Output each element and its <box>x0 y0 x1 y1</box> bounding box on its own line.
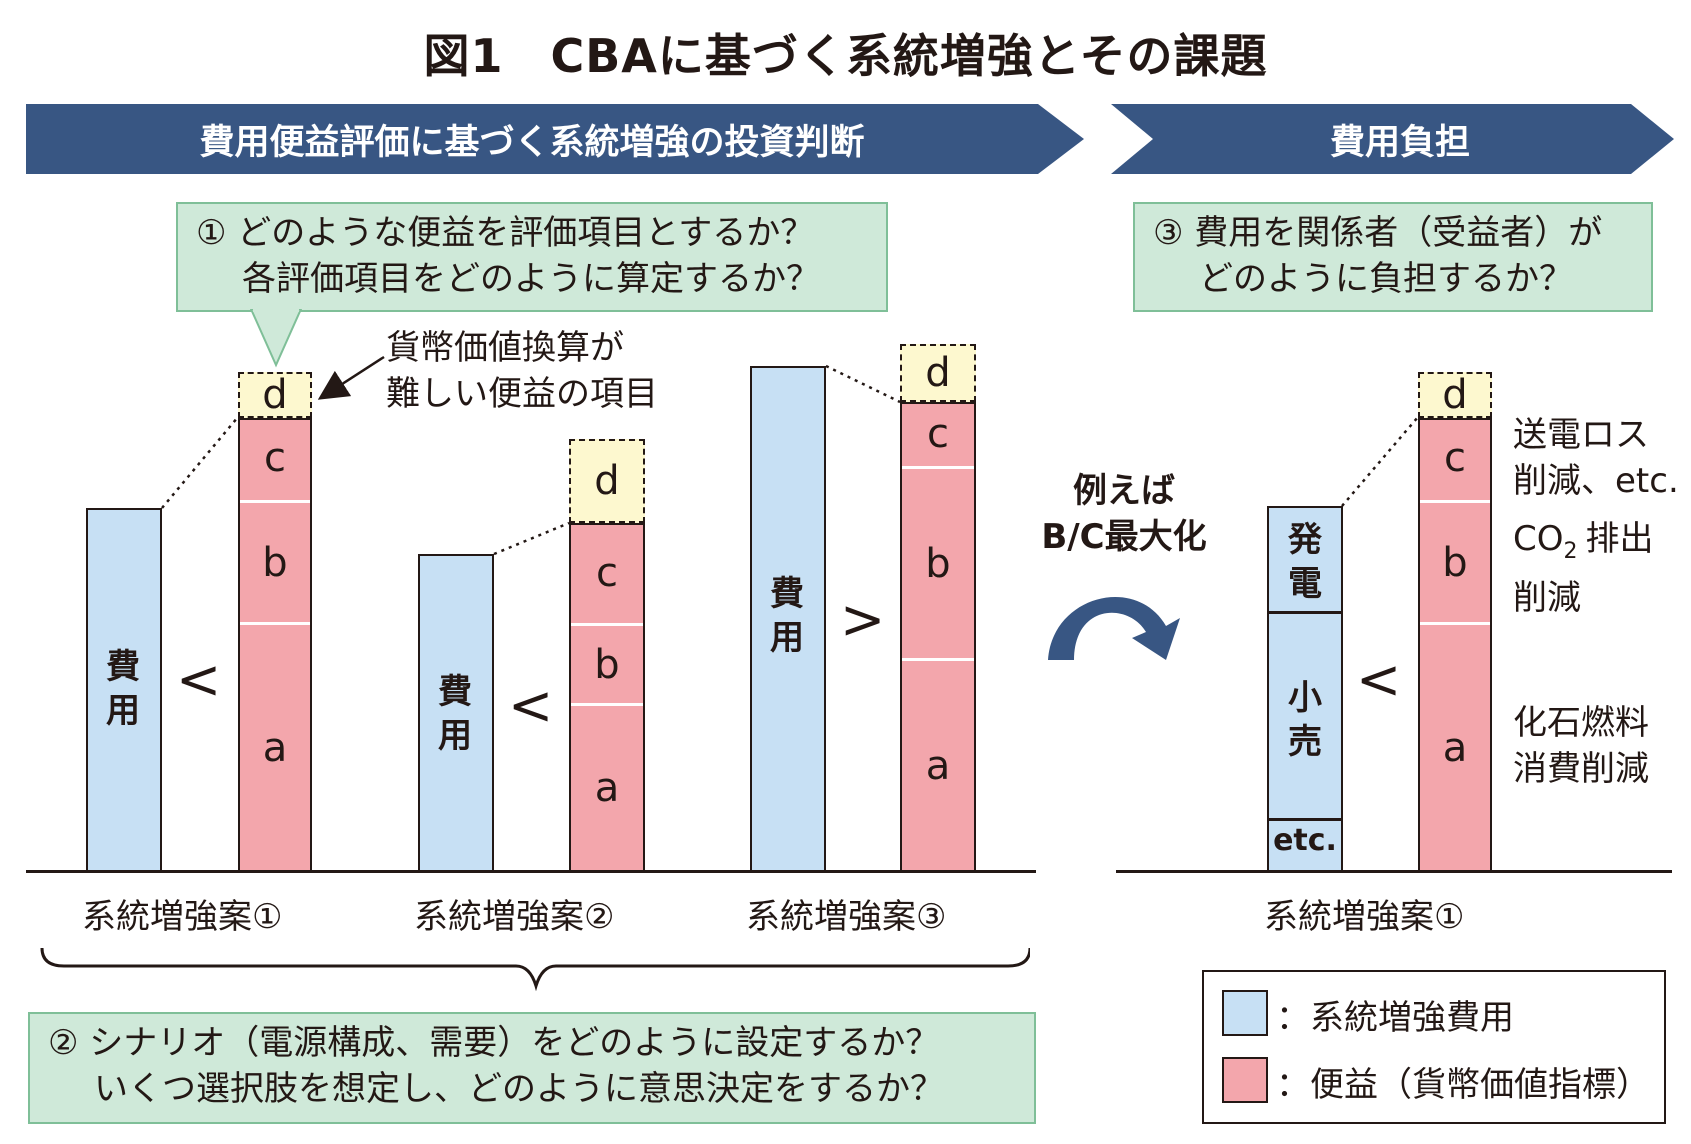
benefit-bar-case1: d c b a <box>238 372 312 872</box>
split-divider-2 <box>1269 818 1341 821</box>
segment-d: d <box>569 439 645 523</box>
case-label-2: 系統増強案② <box>414 897 615 937</box>
curved-arrow-icon <box>1048 597 1180 660</box>
middle-note-line1: 例えば <box>1073 471 1175 511</box>
segment-c: c <box>1444 435 1466 481</box>
baseline-left <box>26 870 1036 873</box>
legend-label-cost: ：系統増強費用 <box>1276 998 1514 1038</box>
segment-a: a <box>571 703 643 870</box>
benefit-note-c-line1: 送電ロス <box>1513 415 1649 455</box>
segment-d: d <box>900 344 976 402</box>
benefit-note-c-line2: 削減、etc. <box>1513 461 1679 501</box>
question-2-line2: いくつ選択肢を想定し、どのように意思決定をするか？ <box>94 1069 944 1109</box>
cost-split-bottom: etc. <box>1273 823 1337 858</box>
baseline-right <box>1116 870 1672 873</box>
comparison-case2: < <box>508 674 554 737</box>
segment-c: c <box>927 411 949 457</box>
figure-title: 図1 CBAに基づく系統増強とその課題 <box>423 29 1268 83</box>
segment-red-bg <box>1418 418 1492 872</box>
banner-right-shape <box>1111 104 1674 174</box>
segment-d: d <box>1418 372 1492 418</box>
question-3-line1: ③ 費用を関係者（受益者）が <box>1153 213 1603 253</box>
split-divider-1 <box>1269 611 1341 614</box>
question-3-box: ③ 費用を関係者（受益者）が どのように負担するか？ <box>1133 202 1653 312</box>
case-label-1: 系統増強案① <box>82 897 283 937</box>
segment-b: b <box>902 466 974 658</box>
segment-b: b <box>240 500 310 622</box>
comparison-case1: < <box>176 648 222 711</box>
annotation-d-line2: 難しい便益の項目 <box>386 374 658 414</box>
case-label-right: 系統増強案① <box>1264 897 1465 937</box>
legend-label-benefit: ：便益（貨幣価値指標） <box>1276 1065 1650 1105</box>
cost-bar-case2 <box>418 554 494 872</box>
cost-label-case2: 費用 <box>438 672 472 756</box>
cost-bar-case3 <box>750 366 826 872</box>
question-2-box: ② シナリオ（電源構成、需要）をどのように設定するか？ いくつ選択肢を想定し、ど… <box>28 1012 1036 1124</box>
benefit-bar-split: d c b a <box>1418 372 1492 872</box>
cost-bar-case1 <box>86 508 162 872</box>
question-1-box: ① どのような便益を評価項目とするか？ 各評価項目をどのように算定するか？ <box>176 202 888 312</box>
legend <box>1202 970 1666 1124</box>
benefit-note-a-line2: 消費削減 <box>1513 749 1649 789</box>
cost-split-top: 発電 <box>1288 520 1322 604</box>
case-label-3: 系統増強案③ <box>746 897 947 937</box>
cost-label-case3: 費用 <box>770 574 804 658</box>
segment-b: b <box>571 623 643 703</box>
segment-d: d <box>238 372 312 418</box>
middle-note: 例えば B/C最大化 <box>1024 468 1224 560</box>
question-1-line1: ① どのような便益を評価項目とするか？ <box>196 213 815 253</box>
segment-a: a <box>902 658 974 870</box>
annotation-d: 貨幣価値換算が 難しい便益の項目 <box>386 325 658 417</box>
benefit-note-c: 送電ロス 削減、etc. <box>1513 412 1679 504</box>
segment-red-bg <box>569 523 645 872</box>
comparison-split: < <box>1356 648 1402 711</box>
middle-note-line2: B/C最大化 <box>1041 517 1207 557</box>
comparison-case3: > <box>840 588 886 651</box>
banner-left-shape <box>26 104 1084 174</box>
segment-red-bg <box>238 418 312 872</box>
segment-b: b <box>1420 500 1490 622</box>
segment-c: c <box>596 550 618 596</box>
legend-swatch-benefit <box>1222 1057 1268 1103</box>
segment-c: c <box>264 435 286 481</box>
benefit-note-a: 化石燃料 消費削減 <box>1513 700 1649 792</box>
cost-bar-split <box>1267 506 1343 872</box>
question-1-pointer <box>250 309 302 368</box>
cost-split-mid: 小売 <box>1288 678 1322 762</box>
benefit-bar-case2: d c b a <box>569 439 645 872</box>
legend-swatch-cost <box>1222 990 1268 1036</box>
benefit-bar-case3: d c b a <box>900 344 976 872</box>
benefit-note-a-line1: 化石燃料 <box>1513 703 1649 743</box>
annotation-d-line1: 貨幣価値換算が <box>386 328 624 368</box>
co2-suffix: 排出 <box>1585 519 1654 559</box>
co2-subscript: 2 <box>1563 538 1578 564</box>
cost-label-case1: 費用 <box>106 647 140 731</box>
banner-left: 費用便益評価に基づく系統増強の投資判断 <box>199 122 865 163</box>
curly-brace <box>40 947 1030 992</box>
segment-red-bg <box>900 402 976 872</box>
segment-a: a <box>240 622 310 870</box>
benefit-note-b: CO2 排出 削減 <box>1513 516 1654 621</box>
co2-text: CO <box>1513 519 1564 559</box>
question-2-line1: ② シナリオ（電源構成、需要）をどのように設定するか？ <box>48 1023 940 1063</box>
benefit-note-b-line2: 削減 <box>1513 577 1581 618</box>
question-3-line2: どのように負担するか？ <box>1199 259 1573 299</box>
question-1-line2: 各評価項目をどのように算定するか？ <box>242 259 820 299</box>
segment-a: a <box>1420 622 1490 870</box>
banner-right: 費用負担 <box>1329 122 1470 163</box>
